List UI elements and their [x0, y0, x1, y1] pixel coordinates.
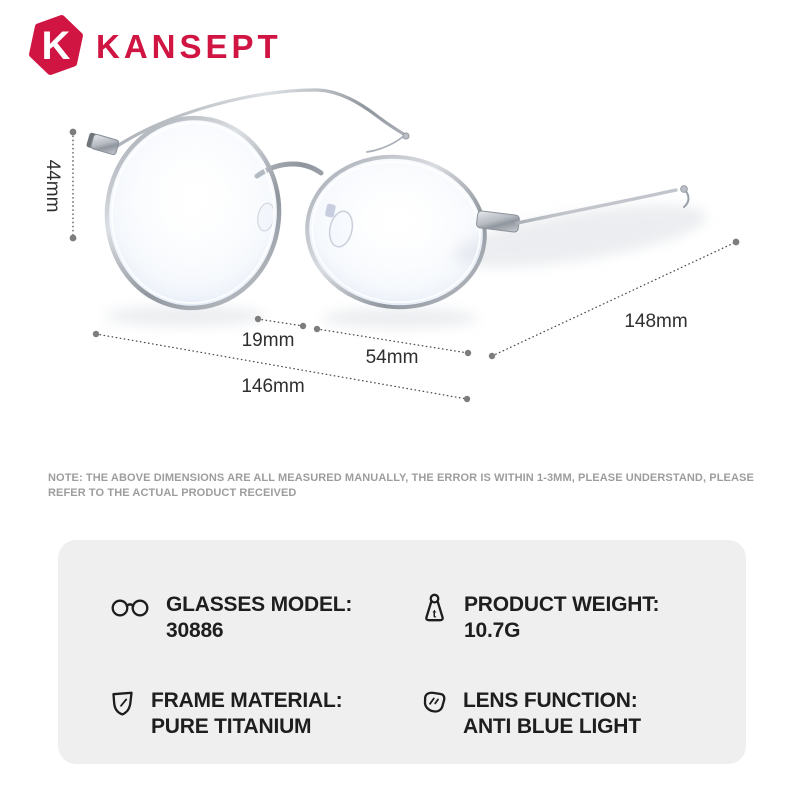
spec-frame-material: FRAME MATERIAL: PURE TITANIUM — [110, 688, 411, 740]
dim-line-146mm — [95, 333, 468, 400]
lens-icon — [421, 689, 447, 715]
right-temple — [476, 185, 690, 233]
soft-shadows — [105, 204, 707, 328]
spec-lens-function-value: ANTI BLUE LIGHT — [463, 715, 641, 738]
brand-badge-icon: K — [29, 15, 83, 75]
dim-label-frame-width: 146mm — [241, 376, 305, 397]
dim-label-bridge-width: 19mm — [241, 330, 295, 351]
dimension-end-dots — [69, 128, 740, 403]
dim-label-temple-length: 148mm — [624, 311, 688, 332]
svg-text:t: t — [433, 609, 437, 621]
glasses-icon — [110, 593, 150, 620]
spec-lens-function-label: LENS FUNCTION: — [463, 689, 638, 712]
left-hinge — [86, 132, 120, 156]
spec-glasses-model-text: GLASSES MODEL: 30886 — [166, 593, 364, 642]
dimension-lines — [72, 131, 737, 400]
brand-logo: K KANSEPT — [28, 12, 282, 78]
spec-frame-material-label: FRAME MATERIAL: — [151, 689, 343, 712]
dim-line-19mm — [257, 318, 304, 327]
left-lens — [104, 115, 282, 311]
brand-badge-letter: K — [42, 24, 71, 68]
spec-glasses-model: GLASSES MODEL: 30886 — [110, 592, 411, 644]
spec-lens-function: LENS FUNCTION: ANTI BLUE LIGHT — [421, 688, 722, 740]
spec-product-weight: t PRODUCT WEIGHT: 10.7G — [421, 592, 722, 644]
spec-frame-material-value: PURE TITANIUM — [151, 715, 312, 738]
brand-name: KANSEPT — [96, 28, 282, 65]
note-text: NOTE: THE ABOVE DIMENSIONS ARE ALL MEASU… — [48, 472, 754, 499]
spec-product-weight-text: PRODUCT WEIGHT: 10.7G — [464, 593, 671, 642]
specs-card: GLASSES MODEL: 30886 t PRODUCT WEIGHT: 1… — [58, 540, 746, 764]
shield-icon — [110, 689, 135, 717]
weight-icon: t — [421, 593, 448, 623]
dim-label-lens-width: 54mm — [365, 347, 419, 368]
dim-line-148mm — [491, 241, 737, 357]
right-lens — [305, 154, 487, 310]
dim-label-lens-height: 44mm — [42, 159, 63, 213]
dim-line-54mm — [316, 328, 469, 354]
